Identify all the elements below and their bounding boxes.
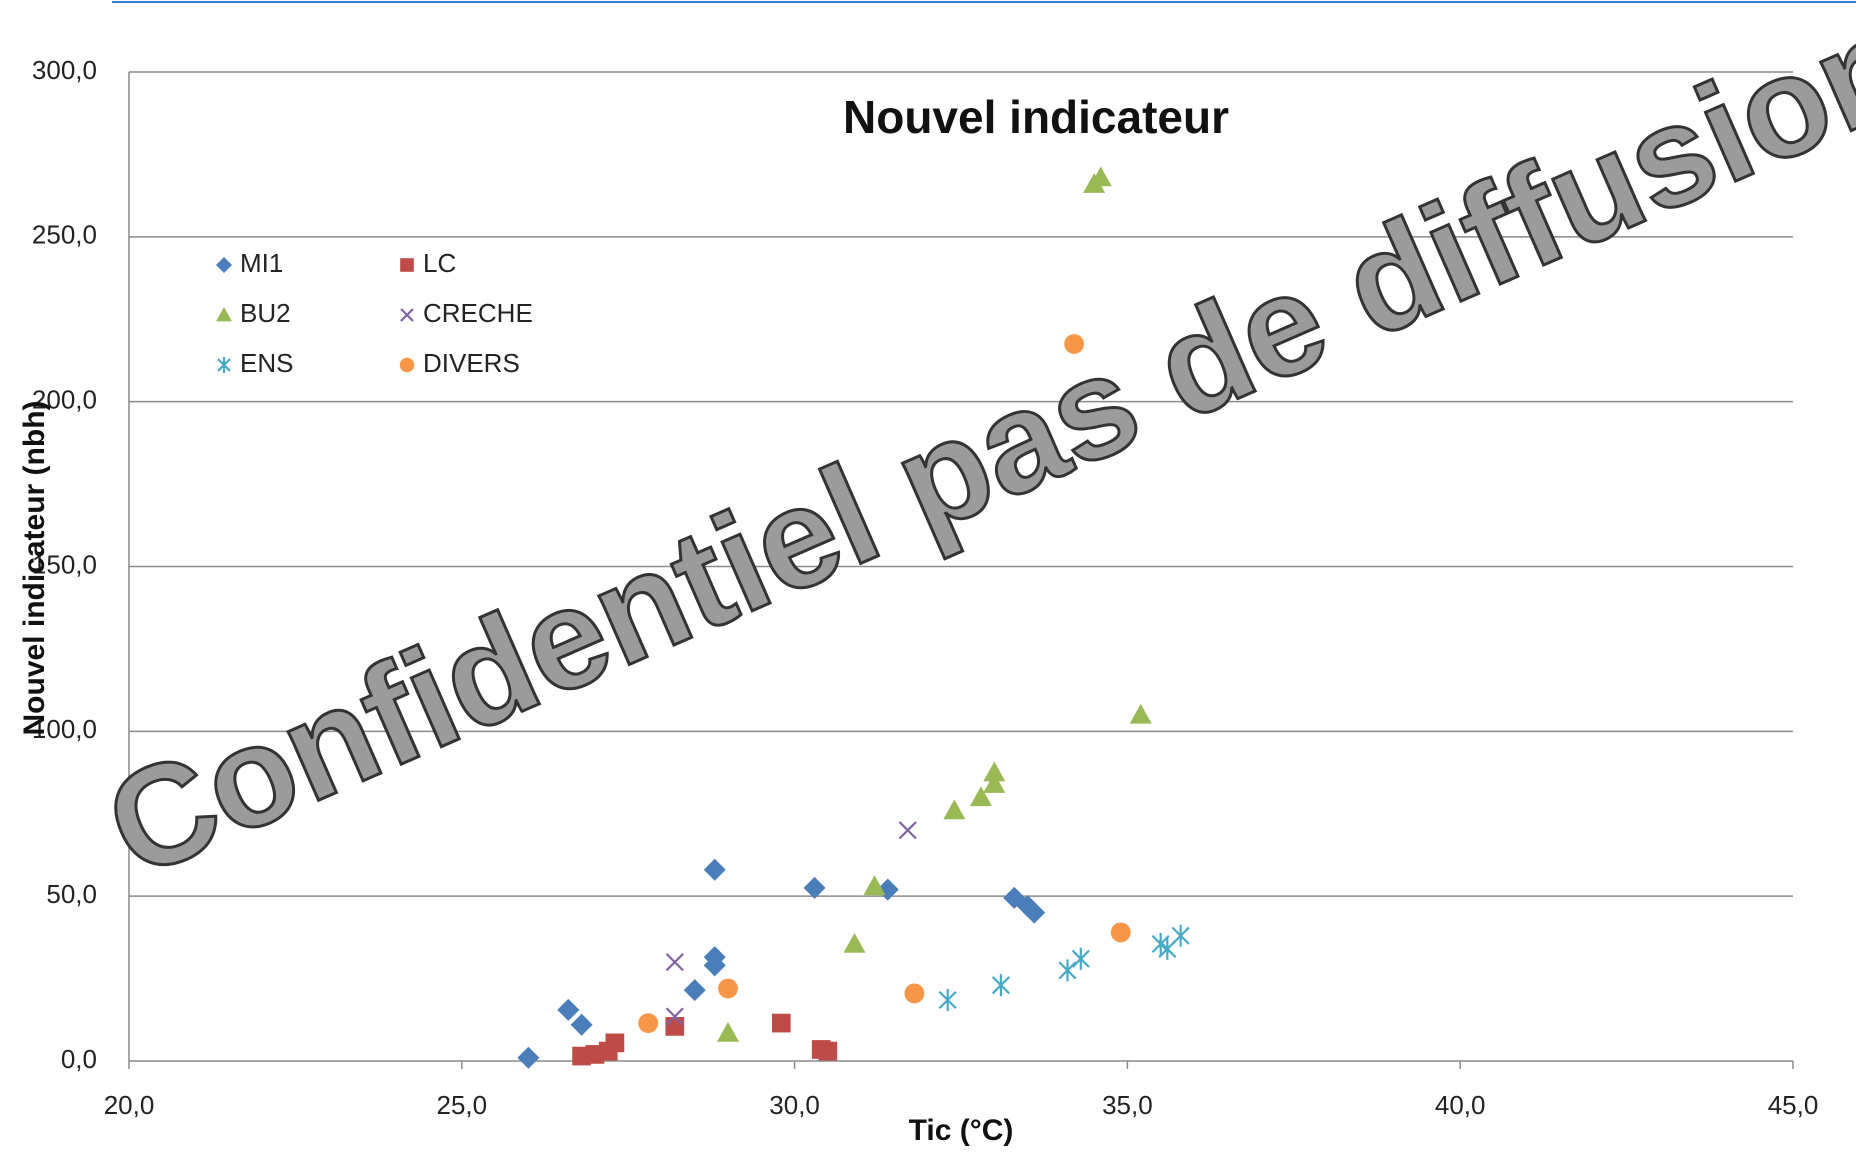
point: [991, 974, 1010, 997]
legend-marker: [217, 357, 231, 373]
y-tick-label: 100,0: [32, 714, 97, 744]
point: [969, 786, 992, 807]
plot-area: 0,0 50,0 100,0 150,0 200,0 250,0 300,0 20,0 25,0…: [32, 55, 1818, 1120]
legend-label: ENS: [240, 348, 293, 378]
y-tick-label: 0,0: [61, 1044, 97, 1074]
legend-label: CRECHE: [423, 298, 533, 328]
legend-label: DIVERS: [423, 348, 520, 378]
x-axis-label: Tic (°C): [909, 1114, 1014, 1147]
legend-label: BU2: [240, 298, 291, 328]
point: [605, 1033, 625, 1053]
point: [938, 989, 957, 1012]
point: [557, 998, 580, 1021]
point: [803, 876, 826, 899]
point: [983, 761, 1006, 782]
point: [1129, 703, 1152, 724]
y-tick-label: 300,0: [32, 55, 97, 85]
point: [638, 1013, 659, 1033]
x-tick-label: 40,0: [1435, 1090, 1486, 1120]
point: [1110, 922, 1131, 943]
point: [818, 1041, 838, 1061]
point: [1003, 886, 1026, 909]
point: [703, 954, 726, 977]
point: [1064, 334, 1085, 354]
point: [718, 978, 738, 999]
point: [665, 953, 684, 972]
point: [1023, 901, 1046, 924]
legend-marker: [400, 308, 414, 322]
y-axis-label: Nouvel indicateur (nbh): [18, 400, 51, 735]
point: [717, 1021, 740, 1042]
point: [1171, 924, 1190, 947]
point: [665, 1017, 685, 1036]
y-tick-label: 200,0: [32, 385, 97, 415]
x-tick-label: 35,0: [1102, 1090, 1153, 1120]
legend-marker: [399, 357, 415, 373]
chart-title: Nouvel indicateur: [843, 91, 1229, 143]
point: [943, 799, 966, 820]
point: [570, 1013, 593, 1036]
y-tick-label: 50,0: [46, 879, 97, 909]
y-tick-label: 250,0: [32, 220, 97, 250]
point: [904, 983, 925, 1004]
x-tick-label: 25,0: [436, 1090, 487, 1120]
point: [863, 875, 886, 896]
point: [843, 932, 866, 953]
point: [517, 1046, 540, 1069]
legend-label: LC: [423, 248, 456, 278]
point: [1058, 959, 1077, 982]
legend-marker: [216, 307, 232, 322]
x-tick-label: 30,0: [769, 1090, 820, 1120]
point: [1071, 947, 1090, 970]
point: [983, 773, 1006, 793]
legend-marker: [400, 258, 414, 272]
point: [703, 858, 726, 881]
point: [771, 1013, 791, 1033]
x-tick-label: 20,0: [104, 1090, 155, 1120]
legend-label: MI1: [240, 248, 283, 278]
point: [1089, 166, 1112, 187]
point: [665, 1007, 684, 1026]
point: [898, 821, 917, 840]
y-tick-label: 150,0: [32, 549, 97, 579]
legend-marker: [216, 257, 232, 273]
point: [683, 979, 706, 1002]
x-tick-label: 45,0: [1768, 1090, 1819, 1120]
